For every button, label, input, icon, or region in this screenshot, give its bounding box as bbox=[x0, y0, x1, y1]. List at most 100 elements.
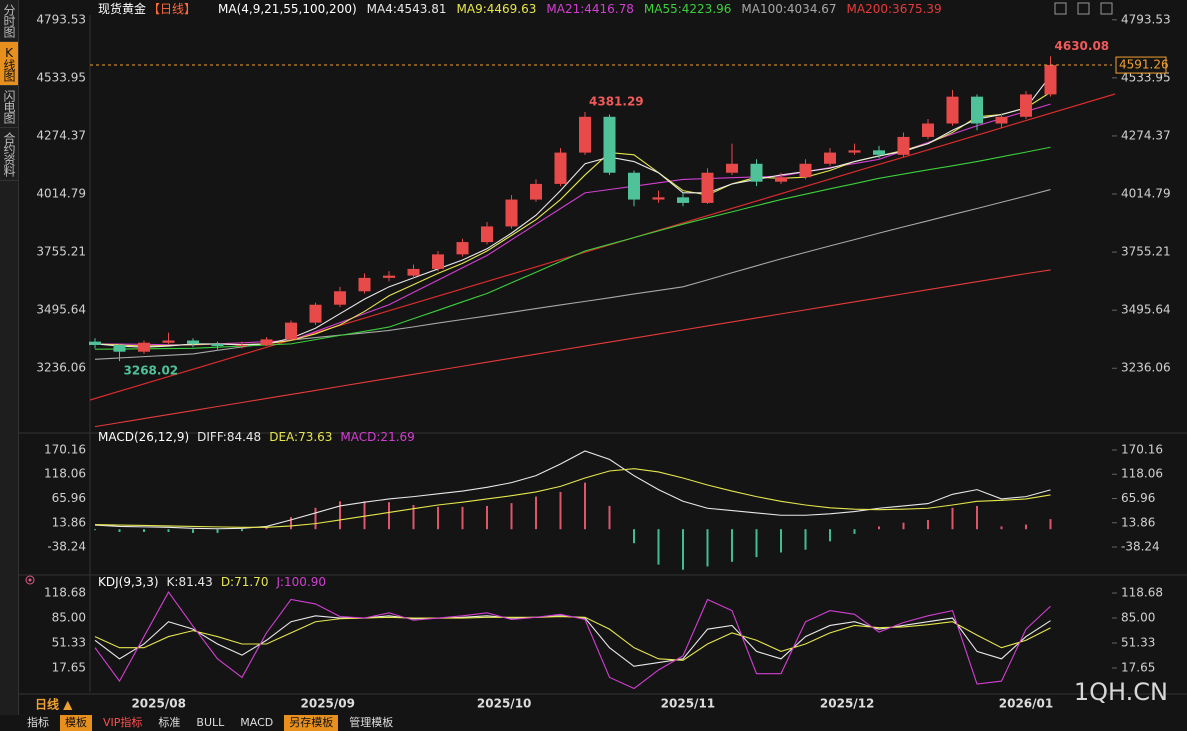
candle-body bbox=[236, 344, 248, 347]
y-tick-label: 170.16 bbox=[1121, 442, 1163, 456]
panel-header: MACD(26,12,9) DIFF:84.48 DEA:73.63 MACD:21.… bbox=[98, 430, 415, 444]
y-tick-label: 3755.21 bbox=[36, 245, 86, 259]
candle-body bbox=[628, 172, 640, 200]
indicator-line bbox=[94, 269, 1051, 428]
y-tick-label: 3495.64 bbox=[36, 303, 86, 317]
x-tick-label: 2025/08 bbox=[131, 697, 185, 711]
y-tick-label: 118.68 bbox=[1121, 586, 1163, 600]
candle-body bbox=[89, 341, 101, 345]
candle-body bbox=[432, 254, 444, 269]
x-tick-label: 2025/12 bbox=[820, 697, 874, 711]
indicator-line bbox=[94, 146, 1051, 350]
indicator-line bbox=[94, 103, 1051, 346]
y-tick-label: 4014.79 bbox=[1121, 187, 1171, 201]
y-tick-label: 4533.95 bbox=[1121, 70, 1171, 84]
candle-body bbox=[285, 322, 297, 340]
window-icon[interactable] bbox=[1054, 2, 1067, 15]
candle-body bbox=[187, 340, 199, 344]
indicator-line bbox=[94, 615, 1051, 667]
y-tick-label: 85.00 bbox=[52, 611, 86, 625]
indicator-line bbox=[94, 189, 1051, 360]
toolbar: 指标 模板 VIP指标 标准 BULL MACD 另存模板 管理模板 bbox=[22, 715, 398, 731]
header-item: KDJ(9,3,3) bbox=[98, 575, 159, 589]
y-tick-label: 118.68 bbox=[44, 586, 86, 600]
candle-body bbox=[211, 343, 224, 347]
price-annotation: 4630.08 bbox=[1055, 39, 1110, 53]
panel-header: KDJ(9,3,3) K:81.43 D:71.70 J:100.90 bbox=[98, 575, 326, 589]
y-tick-label: 118.06 bbox=[1121, 467, 1163, 481]
candle-body bbox=[897, 136, 910, 155]
tab[interactable]: 分时图 bbox=[0, 0, 18, 42]
tab[interactable]: 闪电图 bbox=[0, 86, 18, 128]
chart: 日线 ▲ 1QH.CN 3236.06 3236.06 3495.64 3495.64… bbox=[18, 1, 1187, 712]
toolbar-button[interactable]: 管理模板 bbox=[349, 716, 394, 729]
panel-icon[interactable] bbox=[25, 575, 35, 585]
toolbar-button[interactable]: 另存模板 bbox=[284, 715, 339, 731]
y-tick-label: -38.24 bbox=[1121, 540, 1160, 554]
candle-body bbox=[407, 268, 420, 276]
indicator-line bbox=[94, 591, 1051, 690]
tab[interactable]: 合约资料 bbox=[0, 128, 18, 181]
indicator-line bbox=[94, 91, 1051, 347]
candle-body bbox=[505, 199, 518, 227]
header-item: D:71.70 bbox=[221, 575, 269, 589]
toolbar-button[interactable]: MACD bbox=[240, 716, 274, 729]
toolbar-button[interactable]: 标准 bbox=[158, 716, 181, 729]
window-icon[interactable] bbox=[1077, 2, 1090, 15]
candle-body bbox=[358, 277, 371, 292]
candle-body bbox=[995, 116, 1008, 124]
candle-body bbox=[138, 342, 150, 352]
y-tick-label: 3755.21 bbox=[1121, 245, 1171, 259]
candle-body bbox=[922, 123, 934, 137]
y-tick-label: 13.86 bbox=[1121, 515, 1155, 529]
candle-body bbox=[603, 116, 616, 173]
y-tick-label: 13.86 bbox=[52, 515, 86, 529]
y-tick-label: 51.33 bbox=[52, 636, 86, 650]
x-tick-label: 2025/10 bbox=[477, 697, 531, 711]
y-tick-label: 4274.37 bbox=[36, 128, 86, 142]
candle-body bbox=[260, 339, 273, 345]
price-annotation: 3268.02 bbox=[124, 364, 179, 378]
y-tick-label: 170.16 bbox=[44, 442, 86, 456]
candle-body bbox=[677, 197, 689, 203]
y-tick-label: 4793.53 bbox=[36, 12, 86, 26]
candle-body bbox=[481, 226, 493, 243]
candle-body bbox=[334, 291, 346, 305]
watermark: 1QH.CN bbox=[1074, 678, 1168, 706]
y-tick-label: -38.24 bbox=[47, 540, 86, 554]
candle-body bbox=[579, 116, 591, 153]
candle-body bbox=[383, 275, 395, 278]
y-tick-label: 65.96 bbox=[1121, 491, 1155, 505]
y-tick-label: 4274.37 bbox=[1121, 128, 1171, 142]
price-annotation: 4381.29 bbox=[589, 95, 644, 109]
toolbar-button[interactable]: BULL bbox=[196, 716, 225, 729]
indicator-line bbox=[94, 468, 1051, 528]
y-tick-label: 3236.06 bbox=[1121, 361, 1171, 375]
toolbar-button[interactable]: VIP指标 bbox=[103, 716, 143, 729]
candle-body bbox=[456, 242, 469, 255]
header-item: 【日线】 bbox=[148, 2, 196, 16]
x-tick-label: 2025/09 bbox=[301, 697, 355, 711]
candle-body bbox=[652, 197, 665, 200]
toolbar-button[interactable]: 指标 bbox=[27, 716, 49, 729]
legend-item: MA4:4543.81 bbox=[367, 2, 447, 16]
header-item: DEA:73.63 bbox=[269, 430, 332, 444]
period-label[interactable]: 日线 ▲ bbox=[35, 697, 73, 712]
header-item: K:81.43 bbox=[167, 575, 213, 589]
last-price-label: 4591.26 bbox=[1119, 58, 1169, 72]
candle-body bbox=[1020, 94, 1032, 117]
indicator-line bbox=[94, 75, 1051, 348]
y-tick-label: 51.33 bbox=[1121, 636, 1155, 650]
toolbar-button[interactable]: 模板 bbox=[60, 715, 92, 731]
header-item: MACD(26,12,9) bbox=[98, 430, 189, 444]
legend-item: MA21:4416.78 bbox=[546, 2, 634, 16]
tab[interactable]: K线图 bbox=[0, 42, 18, 86]
candle-body bbox=[971, 96, 983, 124]
y-tick-label: 3236.06 bbox=[36, 361, 86, 375]
candle-body bbox=[750, 163, 763, 182]
candle-body bbox=[726, 163, 738, 173]
window-icon[interactable] bbox=[1100, 2, 1113, 15]
candle-body bbox=[799, 163, 812, 178]
y-tick-label: 17.65 bbox=[52, 660, 86, 674]
indicator-line bbox=[94, 450, 1051, 530]
